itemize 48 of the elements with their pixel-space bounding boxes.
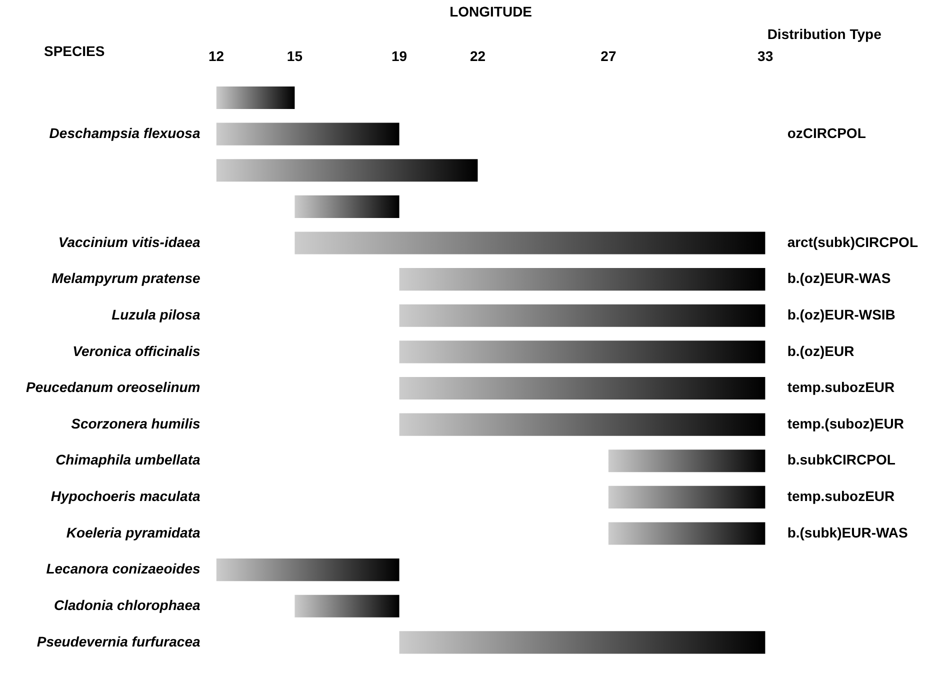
bar	[608, 522, 766, 545]
bar	[399, 268, 766, 291]
y-tick-label: Vaccinium vitis-idaea	[58, 234, 200, 250]
y-tick-label: Hypochoeris maculata	[50, 488, 200, 504]
y2-tick-label: temp.subozEUR	[787, 379, 895, 396]
y-tick-label: Chimaphila umbellata	[56, 452, 200, 468]
x-tick-label: 12	[208, 48, 224, 64]
x-axis-title: LONGITUDE	[450, 3, 532, 20]
y-tick-label: Cladonia chlorophaea	[54, 596, 200, 613]
y-tick-label: Lecanora conizaeoides	[46, 560, 200, 577]
bar	[294, 195, 400, 218]
y-tick-label: Veronica officinalis	[72, 342, 200, 359]
y2-tick-label: b.(oz)EUR-WSIB	[787, 306, 896, 322]
y2-tick-label: b.subkCIRCPOL	[787, 452, 896, 468]
bar	[216, 558, 400, 582]
bar	[216, 122, 400, 146]
bar	[399, 377, 766, 400]
y2-tick-label: b.(oz)EUR-WAS	[787, 270, 891, 286]
y-axis-title: SPECIES	[44, 42, 105, 59]
y2-axis-title: Distribution Type	[767, 26, 882, 42]
x-tick-label: 33	[758, 48, 774, 64]
bar	[399, 340, 766, 364]
y-tick-label: Luzula pilosa	[112, 306, 200, 322]
bar	[399, 631, 766, 654]
y2-tick-label: ozCIRCPOL	[787, 124, 866, 141]
y2-tick-label: temp.subozEUR	[787, 488, 895, 504]
x-tick-label: 19	[391, 48, 408, 64]
y-tick-label: Deschampsia flexuosa	[49, 124, 200, 141]
y-tick-label: Koeleria pyramidata	[66, 524, 200, 540]
bar	[216, 86, 295, 110]
y2-tick-label: b.(oz)EUR	[787, 342, 854, 359]
y2-tick-label: arct(subk)CIRCPOL	[787, 234, 918, 250]
bar	[399, 413, 766, 436]
bar	[216, 159, 478, 182]
x-tick-label: 27	[600, 48, 616, 64]
bar	[399, 304, 766, 327]
y-tick-label: Pseudevernia furfuracea	[36, 633, 200, 650]
x-tick-label: 22	[470, 48, 486, 64]
bar	[294, 232, 766, 254]
y2-tick-label: b.(subk)EUR-WAS	[787, 524, 908, 540]
y-tick-label: Melampyrum pratense	[52, 270, 200, 286]
y2-tick-label: temp.(suboz)EUR	[787, 415, 904, 432]
bar	[294, 594, 400, 618]
bar	[608, 486, 766, 508]
x-tick-label: 15	[286, 48, 303, 64]
y-tick-label: Peucedanum oreoselinum	[26, 379, 200, 396]
y-tick-label: Scorzonera humilis	[71, 415, 200, 432]
bar	[608, 450, 766, 472]
